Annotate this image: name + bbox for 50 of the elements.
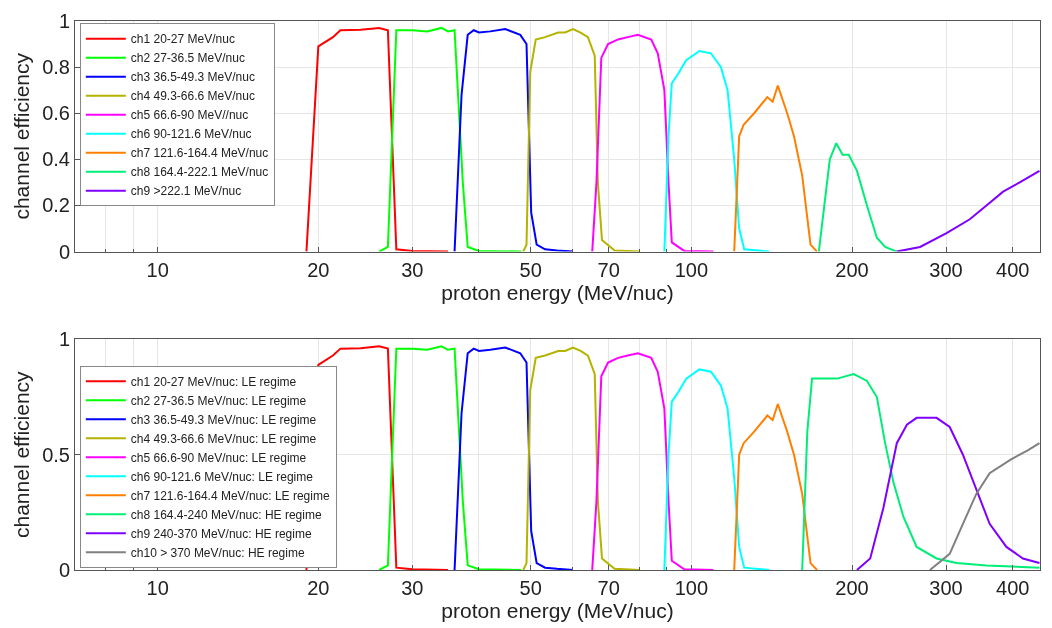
x-tick-label: 100 — [674, 258, 709, 281]
legend-label: ch8 164.4-240 MeV/nuc: HE regime — [130, 507, 322, 522]
legend-label: ch7 121.6-164.4 MeV/nuc — [130, 146, 269, 161]
y-tick-label: 0.6 — [42, 102, 70, 125]
y-axis-title: channel efficiency — [10, 52, 34, 220]
legend-label: ch1 20-27 MeV/nuc: LE regime — [130, 374, 297, 389]
x-tick-label: 20 — [307, 577, 330, 599]
x-tick-label: 300 — [929, 577, 963, 599]
x-tick-label: 400 — [996, 577, 1030, 599]
legend-label: ch2 27-36.5 MeV/nuc: LE regime — [130, 393, 307, 408]
x-axis-title: proton energy (MeV/nuc) — [441, 599, 674, 622]
legend-label: ch6 90-121.6 MeV/nuc — [130, 127, 252, 142]
x-tick-label: 100 — [674, 577, 709, 599]
x-tick-label: 10 — [146, 258, 169, 281]
x-tick-label: 50 — [519, 258, 542, 281]
x-tick-label: 200 — [835, 258, 869, 281]
x-tick-label: 200 — [835, 577, 869, 599]
y-tick-label: 0.8 — [42, 56, 70, 79]
y-tick-label: 0 — [58, 559, 70, 581]
y-tick-label: 0 — [58, 240, 70, 263]
y-tick-label: 0.4 — [42, 148, 70, 171]
legend-label: ch5 66.6-90 MeV//nuc — [130, 108, 249, 123]
x-tick-label: 30 — [401, 258, 424, 281]
legend-label: ch5 66.6-90 MeV/nuc: LE regime — [130, 450, 307, 465]
legend-label: ch7 121.6-164.4 MeV/nuc: LE regime — [130, 488, 330, 503]
x-tick-label: 30 — [401, 577, 424, 599]
x-tick-label: 20 — [307, 258, 330, 281]
legend-label: ch1 20-27 MeV/nuc — [130, 32, 235, 47]
legend-label: ch9 >222.1 MeV/nuc — [130, 184, 242, 199]
legend-label: ch4 49.3-66.6 MeV/nuc: LE regime — [130, 431, 317, 446]
x-tick-label: 300 — [929, 258, 963, 281]
legend-label: ch4 49.3-66.6 MeV/nuc — [130, 89, 255, 104]
y-tick-label: 1 — [58, 328, 70, 351]
legend-label: ch3 36.5-49.3 MeV/nuc: LE regime — [130, 412, 317, 427]
legend-label: ch9 240-370 MeV/nuc: HE regime — [130, 526, 312, 541]
y-tick-label: 0.5 — [42, 443, 70, 466]
legend-label: ch2 27-36.5 MeV/nuc — [130, 51, 245, 66]
legend-label: ch10 > 370 MeV/nuc: HE regime — [130, 545, 305, 560]
y-axis-title: channel efficiency — [10, 370, 34, 538]
x-tick-label: 10 — [146, 577, 169, 599]
legend-label: ch3 36.5-49.3 MeV/nuc — [130, 70, 255, 85]
legend-label: ch6 90-121.6 MeV/nuc: LE regime — [130, 469, 314, 484]
x-tick-label: 70 — [597, 577, 620, 599]
x-tick-label: 70 — [597, 258, 620, 281]
x-tick-label: 400 — [996, 258, 1030, 281]
legend-label: ch8 164.4-222.1 MeV/nuc — [130, 165, 269, 180]
y-tick-label: 0.2 — [42, 194, 70, 217]
x-axis-title: proton energy (MeV/nuc) — [441, 280, 674, 304]
y-tick-label: 1 — [58, 10, 70, 32]
x-tick-label: 50 — [519, 577, 542, 599]
